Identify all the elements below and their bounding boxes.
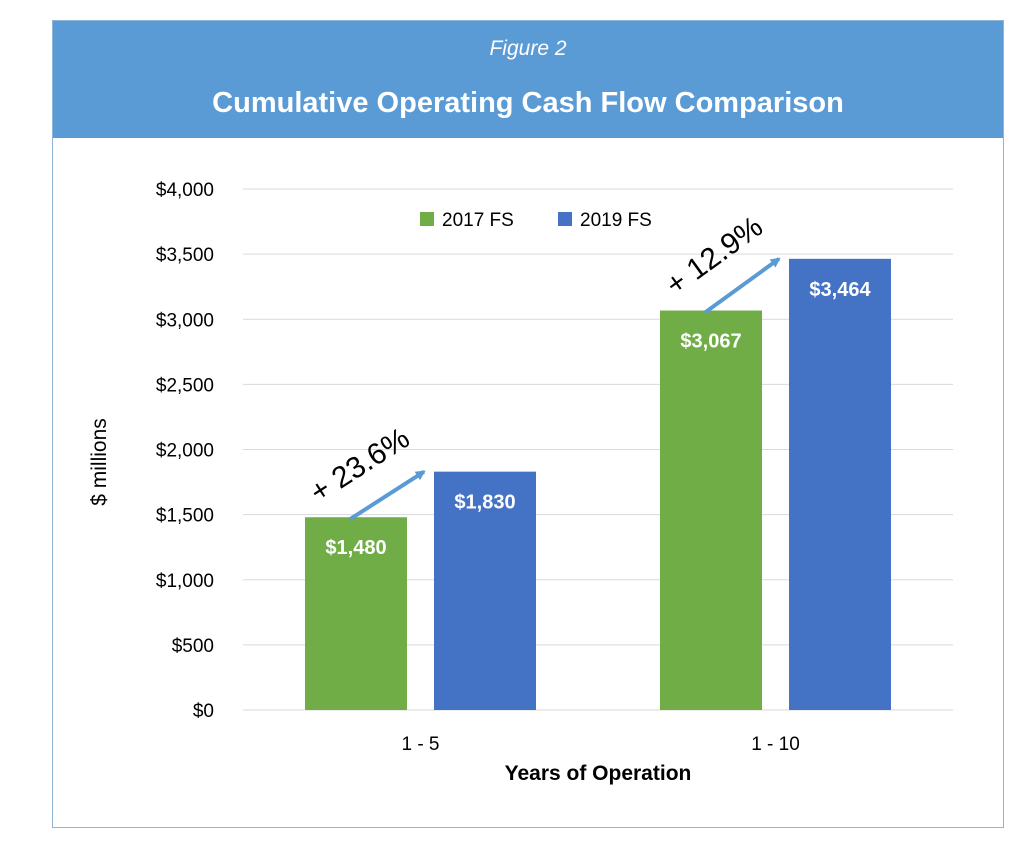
data-label: $3,464 bbox=[809, 279, 871, 301]
legend-swatch bbox=[420, 212, 434, 226]
data-label: $3,067 bbox=[680, 331, 741, 353]
y-tick-label: $2,000 bbox=[156, 441, 214, 462]
x-axis-label: Years of Operation bbox=[505, 762, 692, 785]
bar-2019-fs-0 bbox=[434, 471, 536, 710]
legend: 2017 FS 2019 FS bbox=[420, 210, 652, 231]
legend-label: 2019 FS bbox=[580, 210, 652, 231]
y-tick-label: $1,000 bbox=[156, 571, 214, 592]
figure-label: Figure 2 bbox=[489, 37, 567, 60]
annotation-label: + 12.9% bbox=[660, 210, 769, 302]
annotation-arrow bbox=[703, 257, 781, 315]
y-tick-label: $500 bbox=[172, 636, 214, 657]
annotation-label: + 23.6% bbox=[304, 422, 415, 510]
y-tick-label: $3,000 bbox=[156, 310, 214, 331]
data-label: $1,480 bbox=[325, 537, 386, 559]
data-labels: $1,480 $1,830 $3,067 $3,464 bbox=[325, 279, 871, 559]
bar-2017-fs-0 bbox=[305, 517, 407, 710]
y-tick-label: $2,500 bbox=[156, 375, 214, 396]
y-tick-labels: $0 $500 $1,000 $1,500 $2,000 $2,500 $3,000 $3,5… bbox=[156, 180, 214, 722]
legend-swatch bbox=[558, 212, 572, 226]
chart-title: Cumulative Operating Cash Flow Compariso… bbox=[212, 87, 844, 119]
annotation-arrow bbox=[348, 469, 426, 521]
bars bbox=[305, 258, 891, 710]
y-tick-label: $4,000 bbox=[156, 180, 214, 201]
y-axis-label: $ millions bbox=[88, 418, 111, 506]
bar-2017-fs-1 bbox=[660, 310, 762, 710]
legend-label: 2017 FS bbox=[442, 210, 514, 231]
x-tick-labels: 1 - 5 1 - 10 bbox=[401, 734, 799, 755]
figure-header: Figure 2 Cumulative Operating Cash Flow … bbox=[53, 21, 1003, 138]
x-tick-label: 1 - 5 bbox=[401, 734, 439, 755]
y-tick-label: $3,500 bbox=[156, 245, 214, 266]
x-tick-label: 1 - 10 bbox=[751, 734, 800, 755]
bar-2019-fs-1 bbox=[789, 258, 891, 710]
data-label: $1,830 bbox=[454, 492, 515, 514]
y-tick-label: $1,500 bbox=[156, 506, 214, 527]
y-tick-label: $0 bbox=[193, 701, 214, 722]
